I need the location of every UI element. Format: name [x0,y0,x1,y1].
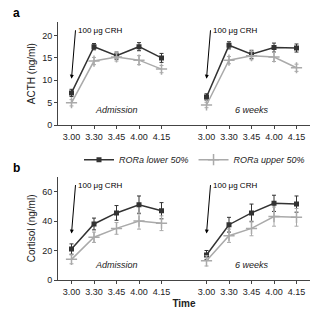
svg-text:4.15: 4.15 [288,287,306,297]
svg-text:RORa upper 50%: RORa upper 50% [234,155,305,165]
svg-text:100 μg CRH: 100 μg CRH [213,26,257,35]
svg-text:3.45: 3.45 [108,287,126,297]
svg-text:60: 60 [42,187,52,197]
svg-text:3.00: 3.00 [198,132,216,142]
svg-text:15: 15 [42,53,52,63]
svg-text:3.30: 3.30 [85,132,103,142]
svg-text:3.00: 3.00 [198,287,216,297]
svg-text:ACTH (ng/ml): ACTH (ng/ml) [26,43,37,104]
svg-text:3.00: 3.00 [63,132,81,142]
svg-text:Cortisol (ng/ml): Cortisol (ng/ml) [26,195,37,263]
svg-text:0: 0 [47,120,52,130]
svg-text:10: 10 [42,75,52,85]
svg-text:4.00: 4.00 [265,287,283,297]
svg-text:3.30: 3.30 [85,287,103,297]
svg-text:Admission: Admission [95,260,138,270]
svg-text:6 weeks: 6 weeks [235,260,269,270]
svg-text:4.00: 4.00 [265,132,283,142]
svg-text:100 μg CRH: 100 μg CRH [78,181,122,190]
svg-text:6 weeks: 6 weeks [235,105,269,115]
svg-text:RORa lower 50%: RORa lower 50% [119,155,189,165]
svg-text:3.45: 3.45 [243,132,261,142]
svg-text:3.00: 3.00 [63,287,81,297]
svg-text:4.00: 4.00 [130,132,148,142]
svg-text:a: a [13,6,20,20]
svg-text:3.30: 3.30 [220,287,238,297]
svg-text:0: 0 [47,275,52,285]
svg-text:4.00: 4.00 [130,287,148,297]
svg-text:4.15: 4.15 [153,287,171,297]
svg-text:20: 20 [42,246,52,256]
svg-text:3.45: 3.45 [243,287,261,297]
svg-text:4.15: 4.15 [288,132,306,142]
svg-text:b: b [13,161,20,175]
svg-text:3.45: 3.45 [108,132,126,142]
svg-text:3.30: 3.30 [220,132,238,142]
svg-text:5: 5 [47,98,52,108]
svg-text:40: 40 [42,216,52,226]
svg-text:100 μg CRH: 100 μg CRH [78,26,122,35]
svg-text:4.15: 4.15 [153,132,171,142]
svg-text:Admission: Admission [95,105,138,115]
svg-text:100 μg CRH: 100 μg CRH [213,181,257,190]
svg-text:20: 20 [42,31,52,41]
svg-text:Time: Time [172,298,196,309]
